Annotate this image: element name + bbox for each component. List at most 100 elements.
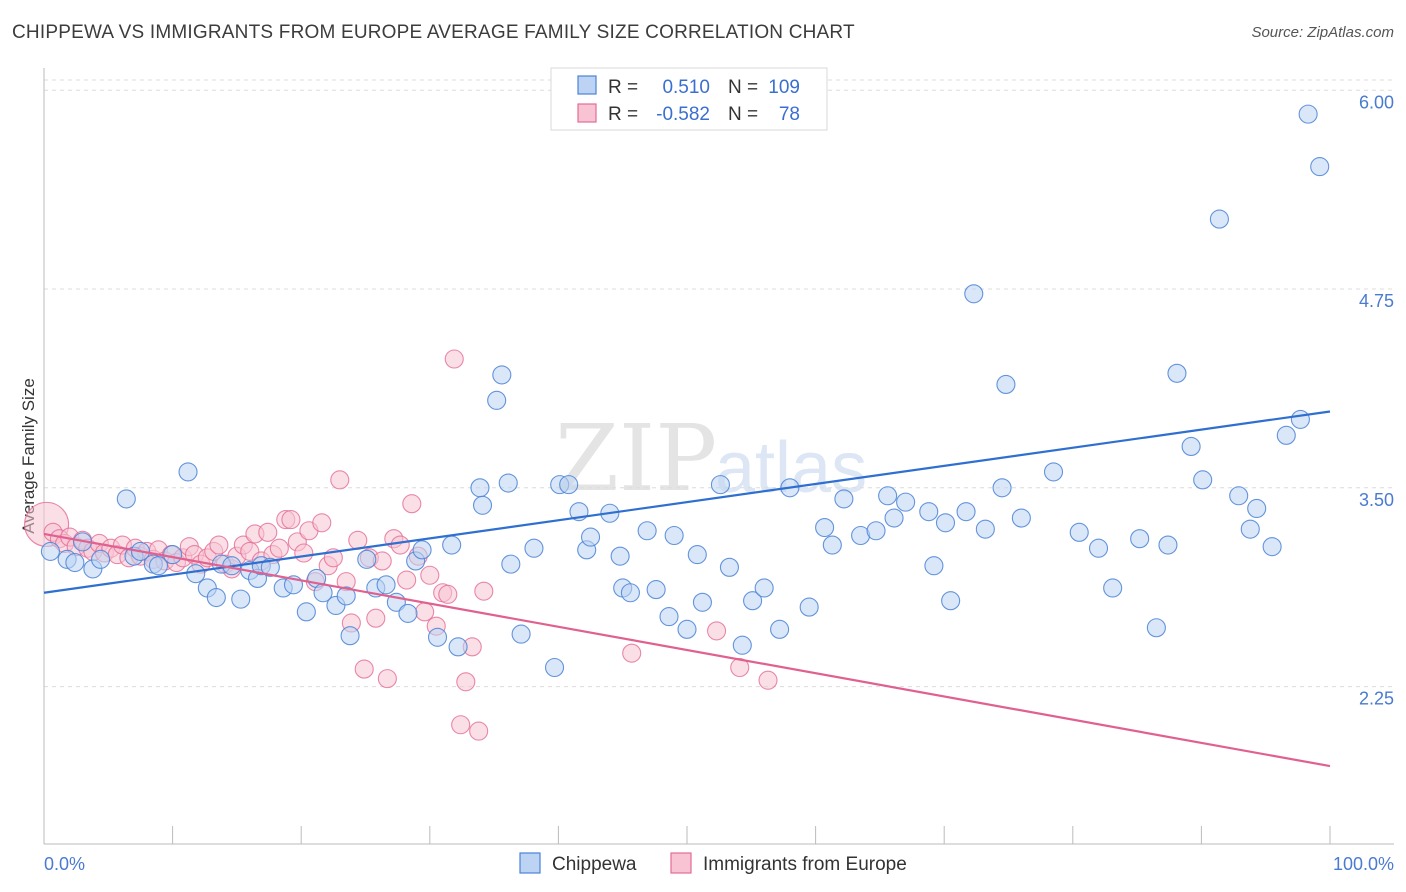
europe-point bbox=[758, 670, 778, 690]
chippewa-point bbox=[815, 518, 835, 538]
chippewa-point bbox=[206, 587, 226, 608]
chippewa-point bbox=[1310, 157, 1330, 177]
chippewa-point bbox=[148, 556, 169, 576]
chippewa-point bbox=[620, 583, 640, 603]
chippewa-point bbox=[637, 521, 657, 541]
correlation-legend: R = 0.510 N = 109 R = -0.582 N = 78 bbox=[550, 67, 828, 131]
chippewa-point bbox=[357, 549, 377, 569]
chippewa-point bbox=[511, 624, 531, 644]
chippewa-point bbox=[40, 541, 60, 561]
europe-point bbox=[269, 538, 289, 558]
chippewa-point bbox=[472, 495, 493, 515]
chippewa-point bbox=[1247, 498, 1267, 519]
legend-r-label-1: R = bbox=[608, 77, 638, 98]
chippewa-point bbox=[996, 374, 1016, 394]
chippewa-point bbox=[186, 564, 206, 584]
chippewa-point bbox=[524, 538, 544, 558]
chippewa-point bbox=[544, 657, 565, 678]
europe-point bbox=[420, 565, 440, 585]
chippewa-point bbox=[610, 546, 630, 566]
chippewa-point bbox=[732, 635, 752, 655]
legend-r-value-1: 0.510 bbox=[662, 77, 710, 98]
chippewa-point bbox=[664, 525, 684, 546]
chippewa-point bbox=[501, 554, 521, 574]
chippewa-point bbox=[448, 637, 468, 657]
chippewa-point bbox=[884, 508, 904, 528]
chippewa-point bbox=[1103, 578, 1123, 598]
chippewa-point bbox=[492, 365, 512, 385]
chippewa-point bbox=[1043, 462, 1064, 482]
chippewa-point bbox=[116, 489, 136, 509]
chippewa-point bbox=[231, 589, 251, 609]
x-axis-ticks bbox=[43, 826, 1331, 844]
chippewa-point bbox=[992, 478, 1012, 498]
chippewa-point bbox=[1240, 519, 1260, 539]
europe-point bbox=[330, 470, 350, 490]
chippewa-point bbox=[1167, 363, 1187, 383]
chart-source: Source: ZipAtlas.com bbox=[1251, 24, 1394, 41]
chippewa-point bbox=[692, 592, 712, 612]
chippewa-point bbox=[919, 502, 939, 522]
chippewa-point bbox=[1262, 537, 1282, 557]
chippewa-point bbox=[1193, 470, 1213, 490]
chippewa-point bbox=[398, 603, 418, 623]
legend-swatch-chippewa bbox=[577, 75, 597, 95]
chippewa-point bbox=[427, 627, 448, 647]
chippewa-point bbox=[1158, 535, 1178, 555]
chippewa-point bbox=[340, 626, 360, 646]
europe-point bbox=[312, 513, 332, 533]
chippewa-point bbox=[743, 591, 763, 611]
chippewa-point bbox=[956, 502, 976, 522]
europe-point bbox=[444, 349, 464, 369]
chippewa-point bbox=[659, 607, 679, 627]
chippewa-point bbox=[470, 478, 490, 498]
chippewa-point bbox=[710, 475, 730, 495]
legend-n-value-2: 78 bbox=[779, 104, 800, 125]
europe-point bbox=[377, 669, 397, 689]
legend-n-label-2: N = bbox=[728, 104, 758, 125]
chippewa-point bbox=[1229, 486, 1249, 506]
chippewa-point bbox=[1011, 508, 1031, 528]
chippewa-point bbox=[1181, 436, 1201, 457]
chippewa-point bbox=[1088, 538, 1109, 558]
chippewa-point bbox=[1130, 529, 1150, 549]
legend-r-value-2: -0.582 bbox=[656, 104, 710, 125]
legend-box bbox=[550, 67, 828, 131]
chippewa-point bbox=[935, 513, 956, 533]
chart-title: CHIPPEWA VS IMMIGRANTS FROM EUROPE AVERA… bbox=[12, 22, 855, 43]
chippewa-point bbox=[975, 519, 995, 539]
chippewa-point bbox=[754, 578, 774, 598]
chippewa-point bbox=[687, 545, 707, 565]
chippewa-point bbox=[866, 521, 886, 541]
chippewa-point bbox=[1146, 618, 1166, 638]
bottom-legend-label-europe: Immigrants from Europe bbox=[703, 854, 907, 875]
chippewa-point bbox=[822, 535, 842, 555]
europe-point bbox=[209, 535, 229, 555]
chippewa-point bbox=[799, 597, 819, 617]
europe-point bbox=[438, 584, 458, 604]
europe-point bbox=[707, 621, 727, 641]
chippewa-point bbox=[65, 552, 85, 573]
y-tick-label: 2.25 bbox=[1359, 689, 1394, 709]
watermark-zip: ZIP bbox=[555, 405, 717, 512]
europe-point bbox=[294, 543, 314, 563]
chippewa-point bbox=[498, 473, 518, 493]
chippewa-point bbox=[834, 489, 854, 509]
legend-n-label-1: N = bbox=[728, 77, 758, 98]
chippewa-point bbox=[163, 545, 183, 565]
chippewa-point bbox=[719, 557, 739, 577]
chippewa-point bbox=[442, 535, 462, 555]
europe-point bbox=[451, 715, 471, 735]
legend-swatch-europe bbox=[577, 103, 597, 123]
europe-point bbox=[402, 494, 422, 514]
chippewa-point bbox=[1069, 522, 1089, 542]
chippewa-point bbox=[896, 492, 916, 512]
y-tick-labels: 2.25 3.50 4.75 6.00 bbox=[1359, 92, 1394, 708]
chippewa-point bbox=[646, 580, 666, 600]
chippewa-point bbox=[964, 284, 984, 304]
chippewa-point bbox=[412, 540, 432, 560]
x-tick-label-min: 0.0% bbox=[44, 854, 85, 874]
europe-point bbox=[469, 721, 489, 741]
bottom-legend-label-chippewa: Chippewa bbox=[552, 854, 637, 875]
legend-r-label-2: R = bbox=[608, 104, 638, 125]
